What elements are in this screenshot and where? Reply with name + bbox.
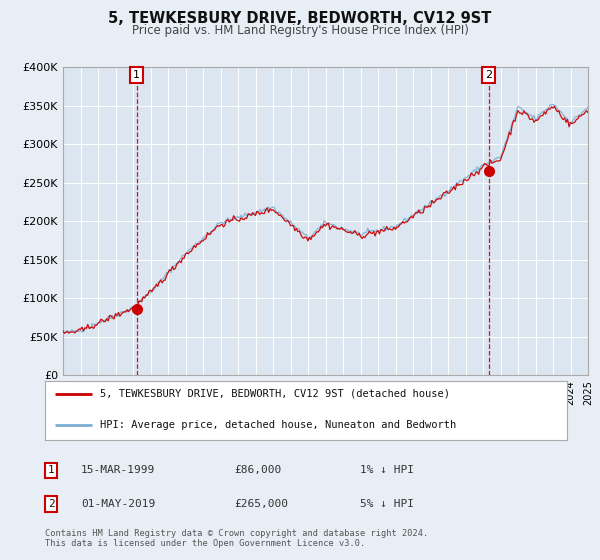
- Text: 1: 1: [133, 70, 140, 80]
- Text: Contains HM Land Registry data © Crown copyright and database right 2024.
This d: Contains HM Land Registry data © Crown c…: [45, 529, 428, 548]
- Text: 5% ↓ HPI: 5% ↓ HPI: [360, 499, 414, 509]
- Text: HPI: Average price, detached house, Nuneaton and Bedworth: HPI: Average price, detached house, Nune…: [100, 420, 456, 430]
- Text: Price paid vs. HM Land Registry's House Price Index (HPI): Price paid vs. HM Land Registry's House …: [131, 24, 469, 36]
- Text: 01-MAY-2019: 01-MAY-2019: [81, 499, 155, 509]
- Text: £86,000: £86,000: [234, 465, 281, 475]
- Text: £265,000: £265,000: [234, 499, 288, 509]
- Text: 1% ↓ HPI: 1% ↓ HPI: [360, 465, 414, 475]
- Text: 2: 2: [485, 70, 493, 80]
- Text: 15-MAR-1999: 15-MAR-1999: [81, 465, 155, 475]
- Text: 1: 1: [47, 465, 55, 475]
- Text: 2: 2: [47, 499, 55, 509]
- Text: 5, TEWKESBURY DRIVE, BEDWORTH, CV12 9ST: 5, TEWKESBURY DRIVE, BEDWORTH, CV12 9ST: [109, 11, 491, 26]
- Text: 5, TEWKESBURY DRIVE, BEDWORTH, CV12 9ST (detached house): 5, TEWKESBURY DRIVE, BEDWORTH, CV12 9ST …: [100, 389, 450, 399]
